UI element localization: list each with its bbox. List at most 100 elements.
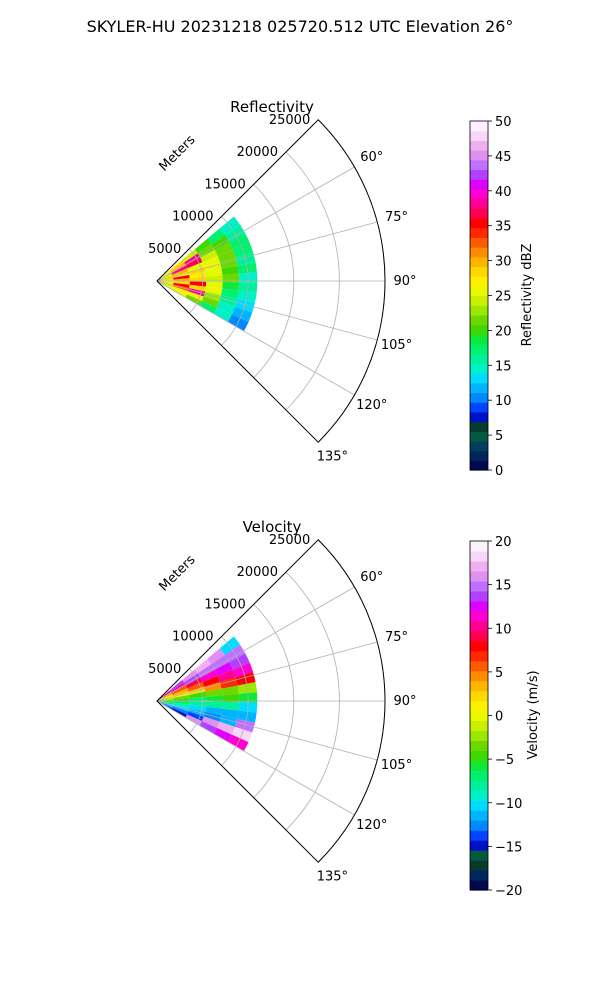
colorbar-swatch xyxy=(470,740,488,751)
colorbar-swatch xyxy=(470,382,488,394)
colorbar-tick-label: 30 xyxy=(495,255,512,270)
colorbar-tick-label: −5 xyxy=(495,753,514,768)
data-cell xyxy=(172,268,189,277)
colorbar-swatch xyxy=(470,541,488,552)
data-cell xyxy=(157,270,171,281)
colorbar-swatch xyxy=(470,880,488,891)
colorbar-swatch xyxy=(470,810,488,821)
data-cell xyxy=(182,249,198,263)
colorbar-tick-label: 0 xyxy=(495,464,503,479)
data-cell xyxy=(185,294,202,306)
data-cell xyxy=(173,701,190,705)
colorbar-tick-label: 50 xyxy=(495,115,512,130)
colorbar-tick-label: −10 xyxy=(495,797,522,812)
data-cell xyxy=(197,244,215,258)
colorbar-swatch xyxy=(470,820,488,831)
colorbar-swatch xyxy=(470,334,488,345)
colorbar-swatch xyxy=(470,580,488,592)
azimuth-gridline xyxy=(156,700,378,761)
data-cell xyxy=(216,301,235,315)
azimuth-gridline xyxy=(156,586,355,702)
colorbar-swatch xyxy=(470,780,488,791)
colorbar-swatch xyxy=(470,421,488,432)
colorbar-swatch xyxy=(470,830,488,841)
data-cell xyxy=(217,249,236,263)
azimuth-tick-label: 75° xyxy=(385,630,408,645)
data-cell xyxy=(203,711,222,722)
colorbar-label: Velocity (m/s) xyxy=(526,670,541,759)
data-cell xyxy=(221,288,239,299)
data-cell xyxy=(173,281,190,285)
colorbar-swatch xyxy=(470,790,488,801)
colorbar-swatch xyxy=(470,670,488,682)
colorbar-swatch xyxy=(470,256,488,268)
range-tick-label: 15000 xyxy=(204,177,245,192)
colorbar-swatch xyxy=(470,840,488,851)
panel-title: Velocity xyxy=(243,518,302,536)
range-tick-label: 5000 xyxy=(148,242,181,257)
colorbar-swatch xyxy=(470,179,488,190)
data-cell xyxy=(205,688,223,697)
azimuth-tick-label: 135° xyxy=(317,449,348,464)
colorbar-swatch xyxy=(470,610,488,622)
colorbar-swatch xyxy=(470,130,488,141)
colorbar-swatch xyxy=(470,402,488,413)
polar-axes: 5000 10000 15000 20000 25000 60° 75° 90° 105° 120… xyxy=(148,533,416,885)
colorbar-swatch xyxy=(470,343,488,355)
colorbar-tick-label: 40 xyxy=(495,185,512,200)
data-cell xyxy=(222,701,240,711)
data-cell xyxy=(205,706,223,716)
data-cell xyxy=(171,265,188,275)
range-tick-label: 20000 xyxy=(237,145,278,160)
data-cell xyxy=(202,675,220,687)
colorbar-tick-label: 5 xyxy=(495,666,503,681)
colorbar-swatch xyxy=(470,392,488,403)
figure-suptitle: SKYLER-HU 20231218 025720.512 UTC Elevat… xyxy=(87,17,514,36)
azimuth-tick-label: 60° xyxy=(360,570,383,585)
data-cell xyxy=(221,265,239,276)
azimuth-tick-label: 120° xyxy=(356,818,387,833)
azimuth-tick-label: 60° xyxy=(360,150,383,165)
colorbar-swatch xyxy=(470,680,488,692)
data-cell xyxy=(185,714,202,726)
wedge-outline xyxy=(156,119,386,443)
colorbar-swatch xyxy=(470,208,488,219)
colorbar-swatch xyxy=(470,850,488,861)
data-cell xyxy=(200,669,218,683)
colorbar-swatch xyxy=(470,198,488,209)
azimuth-tick-label: 120° xyxy=(356,398,387,413)
colorbar-swatch xyxy=(470,276,488,287)
colorbar-swatch xyxy=(470,800,488,811)
colorbar-swatch xyxy=(470,760,488,771)
colorbar-swatch xyxy=(470,710,488,722)
azimuth-gridline xyxy=(156,166,355,282)
data-cell xyxy=(219,295,238,307)
azimuth-tick-label: 90° xyxy=(393,694,416,709)
colorbar-swatch xyxy=(470,431,488,442)
velocity-colorbar: −20 −15 −10 −5 0 5 10 15 20 xyxy=(469,535,522,899)
data-cell xyxy=(185,677,203,689)
polar-grid xyxy=(156,119,386,443)
range-tick-label: 25000 xyxy=(269,533,310,548)
azimuth-tick-label: 105° xyxy=(381,758,412,773)
colorbar-swatch xyxy=(470,373,488,384)
colorbar-swatch xyxy=(470,140,488,151)
colorbar-swatch xyxy=(470,188,488,200)
colorbar-swatch xyxy=(470,750,488,761)
data-cell xyxy=(219,715,238,727)
range-tick-label: 5000 xyxy=(148,662,181,677)
azimuth-tick-label: 90° xyxy=(393,274,416,289)
data-cell xyxy=(157,281,174,283)
range-tick-label: 10000 xyxy=(172,630,213,645)
data-cell xyxy=(200,249,218,263)
azimuth-gridline xyxy=(156,700,355,816)
data-cell xyxy=(205,286,223,296)
data-cell xyxy=(213,727,232,743)
data-cell xyxy=(214,242,233,256)
data-cell xyxy=(213,307,232,323)
colorbar-tick-label: 15 xyxy=(495,579,512,594)
colorbar-swatch xyxy=(470,266,488,277)
data-cell xyxy=(157,690,171,701)
data-cell xyxy=(201,716,220,728)
